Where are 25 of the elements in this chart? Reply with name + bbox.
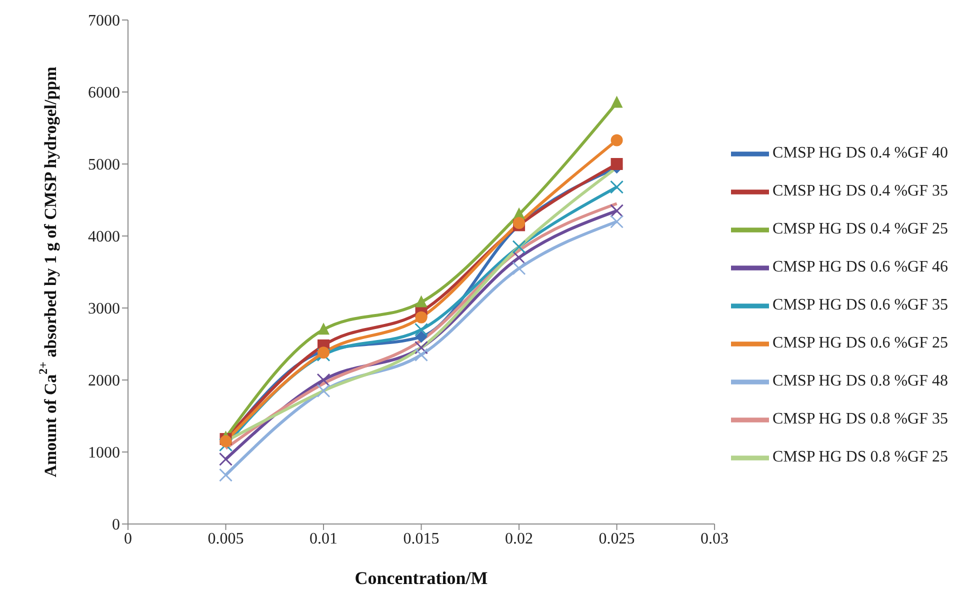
y-tick-label: 7000 bbox=[88, 12, 120, 30]
x-axis-title: Concentration/M bbox=[354, 568, 488, 588]
x-tick-label: 0.02 bbox=[505, 530, 534, 548]
legend-label: CMSP HG DS 0.6 %GF 46 bbox=[772, 258, 948, 276]
y-tick-label: 3000 bbox=[88, 300, 120, 318]
x-tick-label: 0.01 bbox=[310, 530, 338, 548]
x-tick-label: 0.015 bbox=[403, 530, 440, 548]
x-tick-label: 0 bbox=[124, 530, 132, 548]
x-tick-label: 0.005 bbox=[208, 530, 244, 548]
y-tick-label: 6000 bbox=[88, 84, 120, 102]
legend-label: CMSP HG DS 0.8 %GF 25 bbox=[772, 448, 948, 466]
legend-label: CMSP HG DS 0.8 %GF 35 bbox=[772, 410, 948, 428]
y-tick-label: 4000 bbox=[88, 228, 120, 246]
legend-label: CMSP HG DS 0.4 %GF 35 bbox=[772, 182, 948, 200]
y-tick-label: 0 bbox=[112, 516, 120, 534]
legend-label: CMSP HG DS 0.6 %GF 35 bbox=[772, 296, 948, 314]
legend-label: CMSP HG DS 0.4 %GF 25 bbox=[772, 220, 948, 238]
y-tick-label: 5000 bbox=[88, 156, 120, 174]
y-tick-label: 1000 bbox=[88, 444, 120, 462]
legend-label: CMSP HG DS 0.6 %GF 25 bbox=[772, 334, 948, 352]
x-tick-label: 0.03 bbox=[700, 530, 729, 548]
legend-label: CMSP HG DS 0.4 %GF 40 bbox=[772, 144, 948, 162]
legend-label: CMSP HG DS 0.8 %GF 48 bbox=[772, 372, 948, 390]
y-tick-label: 2000 bbox=[88, 372, 120, 390]
x-tick-label: 0.025 bbox=[598, 530, 635, 548]
